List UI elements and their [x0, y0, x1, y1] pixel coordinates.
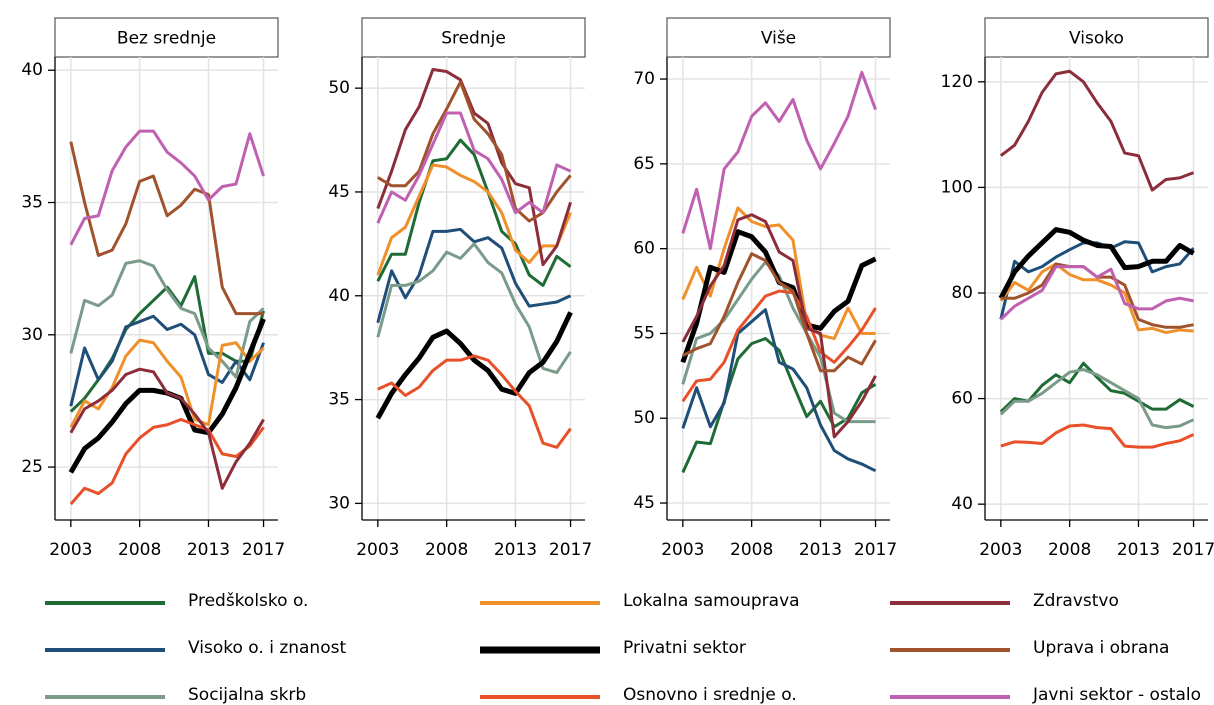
- series-line: [999, 361, 1195, 413]
- series-line: [1000, 262, 1194, 329]
- x-tick-label: 2003: [49, 540, 92, 560]
- series-line: [376, 111, 572, 224]
- series-line: [375, 311, 573, 420]
- series-line: [681, 206, 876, 341]
- x-tick-label: 2017: [549, 540, 592, 560]
- panel-title: Visoko: [1069, 29, 1124, 49]
- series-line: [376, 242, 572, 375]
- series-line: [376, 163, 572, 276]
- legend-label: Predškolsko o.: [188, 591, 308, 611]
- series-line: [69, 259, 265, 379]
- y-tick-label: 40: [21, 60, 43, 80]
- series-line: [681, 308, 877, 473]
- legend-label: Osnovno i srednje o.: [623, 685, 797, 705]
- series-line: [681, 337, 877, 474]
- series-line: [999, 262, 1194, 335]
- series-line: [681, 260, 876, 424]
- series-line: [682, 252, 877, 373]
- panel-header: [54, 17, 279, 58]
- series-line: [999, 368, 1195, 430]
- series-line: [376, 67, 572, 267]
- y-tick-label: 70: [633, 69, 655, 89]
- x-tick-label: 2003: [356, 540, 399, 560]
- legend-label: Privatni sektor: [623, 638, 746, 658]
- series-line: [999, 265, 1194, 321]
- x-tick-label: 2008: [118, 540, 161, 560]
- x-tick-label: 2013: [1117, 540, 1160, 560]
- x-tick-label: 2017: [854, 540, 897, 560]
- y-tick-label: 30: [21, 325, 43, 345]
- x-tick-label: 2003: [979, 540, 1022, 560]
- y-tick-label: 25: [21, 457, 43, 477]
- y-tick-label: 35: [21, 193, 43, 213]
- series-line: [377, 80, 572, 223]
- panel-header: [984, 17, 1209, 58]
- panel-title: Više: [761, 29, 796, 49]
- y-tick-label: 80: [951, 283, 973, 303]
- y-tick-label: 50: [633, 408, 655, 428]
- series-line: [681, 213, 877, 439]
- legend-label: Zdravstvo: [1033, 591, 1119, 611]
- x-tick-label: 2013: [799, 540, 842, 560]
- series-line: [998, 227, 1195, 300]
- y-tick-label: 60: [951, 389, 973, 409]
- series-line: [377, 354, 572, 449]
- x-tick-label: 2008: [1048, 540, 1091, 560]
- series-line: [1000, 423, 1195, 449]
- legend-label: Visoko o. i znanost: [188, 638, 346, 658]
- legend-label: Uprava i obrana: [1033, 638, 1169, 658]
- y-tick-label: 60: [633, 239, 655, 259]
- series-line: [69, 417, 265, 506]
- series-line: [69, 141, 264, 316]
- series-line: [681, 289, 877, 403]
- y-tick-label: 120: [941, 72, 973, 92]
- y-tick-label: 40: [951, 494, 973, 514]
- series-line: [999, 69, 1195, 192]
- series-line: [69, 129, 265, 246]
- y-tick-label: 55: [633, 323, 655, 343]
- series-line: [681, 70, 877, 251]
- x-tick-label: 2017: [1172, 540, 1214, 560]
- series-line: [376, 138, 572, 287]
- series-line: [376, 227, 572, 324]
- legend-label: Lokalna samouprava: [623, 591, 800, 611]
- y-tick-label: 45: [328, 182, 350, 202]
- x-tick-label: 2013: [494, 540, 537, 560]
- series-line: [69, 314, 265, 407]
- panel-title: Srednje: [441, 29, 506, 49]
- x-tick-label: 2008: [730, 540, 773, 560]
- y-tick-label: 35: [328, 390, 350, 410]
- panel-header: [361, 17, 586, 58]
- x-tick-label: 2013: [187, 540, 230, 560]
- x-tick-label: 2008: [425, 540, 468, 560]
- panel-title: Bez srednje: [117, 29, 216, 49]
- y-tick-label: 50: [328, 78, 350, 98]
- y-tick-label: 40: [328, 286, 350, 306]
- y-tick-label: 30: [328, 493, 350, 513]
- y-tick-label: 100: [941, 177, 973, 197]
- y-tick-label: 65: [633, 154, 655, 174]
- series-line: [69, 338, 265, 429]
- legend-label: Javni sektor - ostalo: [1032, 685, 1201, 705]
- legend-label: Socijalna skrb: [188, 685, 306, 705]
- panel-header: [666, 17, 891, 58]
- y-tick-label: 45: [633, 493, 655, 513]
- x-tick-label: 2003: [661, 540, 704, 560]
- series-line: [69, 367, 265, 490]
- x-tick-label: 2017: [242, 540, 285, 560]
